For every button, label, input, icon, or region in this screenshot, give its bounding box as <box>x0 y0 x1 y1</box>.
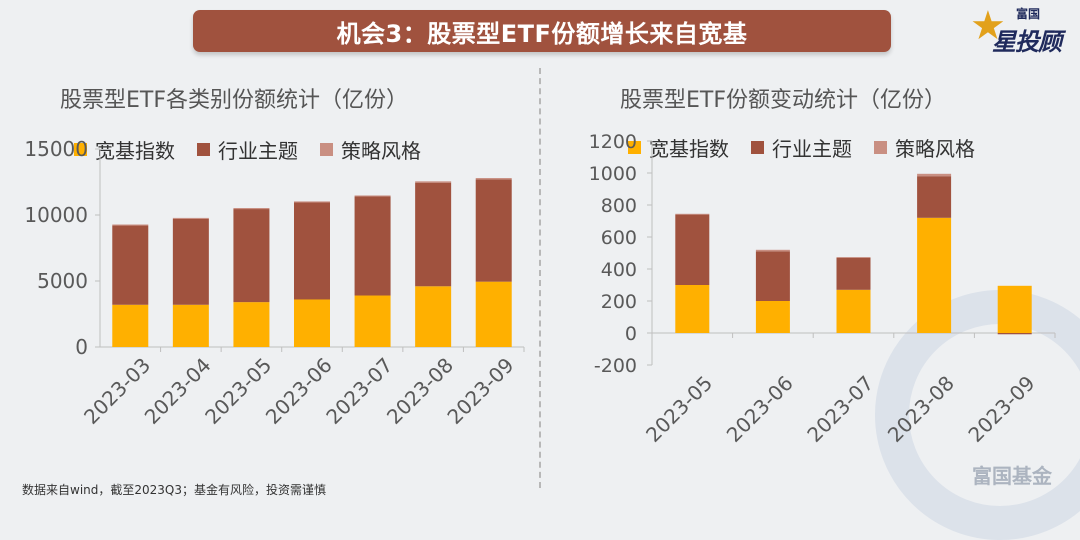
left-bar-2023-03-宽基指数 <box>112 304 149 347</box>
right-x-tick-label: 2023-05 <box>641 371 717 447</box>
legend-label-strategy-r: 策略风格 <box>895 137 975 161</box>
left-bar-2023-04-宽基指数 <box>172 304 209 347</box>
right-bar-2023-08-宽基指数 <box>917 217 952 333</box>
left-x-tick-label: 2023-03 <box>79 353 155 429</box>
legend-item-broad-r: 宽基指数 <box>628 133 729 162</box>
left-bar-2023-03-策略风格 <box>112 224 149 226</box>
right-y-tick-label: 800 <box>601 195 637 217</box>
left-x-tick-label: 2023-05 <box>200 353 276 429</box>
right-chart-title: 股票型ETF份额变动统计（亿份） <box>620 88 946 113</box>
brand-logo: ★ 富国 星投顾 <box>970 2 1080 56</box>
logo-text: 星投顾 <box>992 28 1062 56</box>
left-bar-2023-06-行业主题 <box>294 202 330 300</box>
banner-title: 机会3：股票型ETF份额增长来自宽基 <box>336 19 748 48</box>
left-y-tick-label: 15000 <box>24 137 88 161</box>
left-bar-2023-03-行业主题 <box>112 225 149 305</box>
right-y-tick-label: 0 <box>625 323 637 345</box>
legend-label-broad: 宽基指数 <box>95 139 175 163</box>
logo-small-text: 富国 <box>1016 7 1041 21</box>
left-bar-2023-08-策略风格 <box>415 181 452 183</box>
left-bar-2023-09-宽基指数 <box>475 281 512 347</box>
right-y-tick-label: 1200 <box>589 131 637 153</box>
legend-label-strategy: 策略风格 <box>341 139 421 163</box>
left-x-tick-label: 2023-04 <box>140 353 216 429</box>
left-bar-2023-05-宽基指数 <box>233 302 270 347</box>
right-bar-2023-08-行业主题 <box>917 176 952 218</box>
legend-swatch-strategy-r <box>874 141 887 154</box>
left-bar-2023-09-行业主题 <box>475 179 512 282</box>
left-bar-2023-06-宽基指数 <box>294 299 330 347</box>
legend-swatch-strategy <box>320 143 333 156</box>
footnote: 数据来自wind，截至2023Q3；基金有风险，投资需谨慎 <box>22 483 326 497</box>
left-x-tick-label: 2023-07 <box>321 353 397 429</box>
left-bar-2023-07-策略风格 <box>354 195 391 197</box>
right-bar-2023-07-行业主题 <box>836 257 871 290</box>
right-bar-2023-06-行业主题 <box>755 251 790 301</box>
right-bar-2023-09-行业主题 <box>997 333 1032 335</box>
left-x-tick-label: 2023-08 <box>382 353 458 429</box>
right-legend: 宽基指数 行业主题 策略风格 <box>628 133 997 162</box>
left-y-tick-label: 5000 <box>37 269 88 293</box>
legend-item-industry-r: 行业主题 <box>751 133 852 162</box>
right-bar-2023-09-宽基指数 <box>997 285 1032 333</box>
legend-swatch-broad-r <box>628 141 641 154</box>
right-y-tick-label: -200 <box>594 355 637 377</box>
left-bar-2023-05-策略风格 <box>233 208 270 210</box>
left-bar-2023-07-宽基指数 <box>354 295 391 347</box>
left-x-tick-label: 2023-06 <box>261 353 337 429</box>
left-bar-2023-05-行业主题 <box>233 209 270 303</box>
legend-item-industry: 行业主题 <box>197 135 298 164</box>
right-y-tick-label: 600 <box>601 227 637 249</box>
star-icon: ★ <box>970 3 1006 49</box>
left-x-tick-label: 2023-09 <box>442 353 518 429</box>
left-bar-2023-04-行业主题 <box>172 218 209 305</box>
right-bar-2023-07-策略风格 <box>836 257 871 258</box>
left-y-tick-label: 10000 <box>24 203 88 227</box>
legend-label-industry-r: 行业主题 <box>772 137 852 161</box>
legend-swatch-industry <box>197 143 210 156</box>
right-y-tick-label: 200 <box>601 291 637 313</box>
left-bar-2023-08-宽基指数 <box>415 286 452 347</box>
right-y-tick-label: 400 <box>601 259 637 281</box>
panel-divider <box>539 68 541 488</box>
legend-label-broad-r: 宽基指数 <box>649 137 729 161</box>
legend-label-industry: 行业主题 <box>218 139 298 163</box>
right-y-tick-label: 1000 <box>589 163 637 185</box>
right-x-tick-label: 2023-08 <box>883 371 959 447</box>
right-bar-2023-08-策略风格 <box>917 173 952 177</box>
right-x-tick-label: 2023-09 <box>963 371 1039 447</box>
left-bar-2023-07-行业主题 <box>354 196 391 296</box>
title-banner: 机会3：股票型ETF份额增长来自宽基 <box>193 10 891 52</box>
left-bar-2023-04-策略风格 <box>172 217 209 219</box>
right-x-tick-label: 2023-06 <box>722 371 798 447</box>
legend-item-strategy-r: 策略风格 <box>874 133 975 162</box>
legend-swatch-broad <box>74 143 87 156</box>
left-bar-2023-09-策略风格 <box>475 178 512 180</box>
left-y-tick-label: 0 <box>75 335 88 359</box>
left-legend: 宽基指数 行业主题 策略风格 <box>74 135 443 164</box>
right-bar-2023-06-策略风格 <box>755 249 790 252</box>
charts-canvas: 0500010000150002023-032023-042023-052023… <box>24 131 1056 447</box>
left-bar-2023-08-行业主题 <box>415 182 452 287</box>
right-bar-2023-05-策略风格 <box>675 213 710 215</box>
legend-swatch-industry-r <box>751 141 764 154</box>
left-chart-title: 股票型ETF各类别份额统计（亿份） <box>60 88 408 113</box>
right-bar-2023-06-宽基指数 <box>755 301 790 333</box>
left-bar-2023-06-策略风格 <box>294 201 330 203</box>
watermark-text: 富国基金 <box>972 464 1052 488</box>
right-bar-2023-05-行业主题 <box>675 214 710 285</box>
right-bar-2023-05-宽基指数 <box>675 285 710 333</box>
right-x-tick-label: 2023-07 <box>802 371 878 447</box>
legend-item-broad: 宽基指数 <box>74 135 175 164</box>
legend-item-strategy: 策略风格 <box>320 135 421 164</box>
right-bar-2023-07-宽基指数 <box>836 289 871 333</box>
